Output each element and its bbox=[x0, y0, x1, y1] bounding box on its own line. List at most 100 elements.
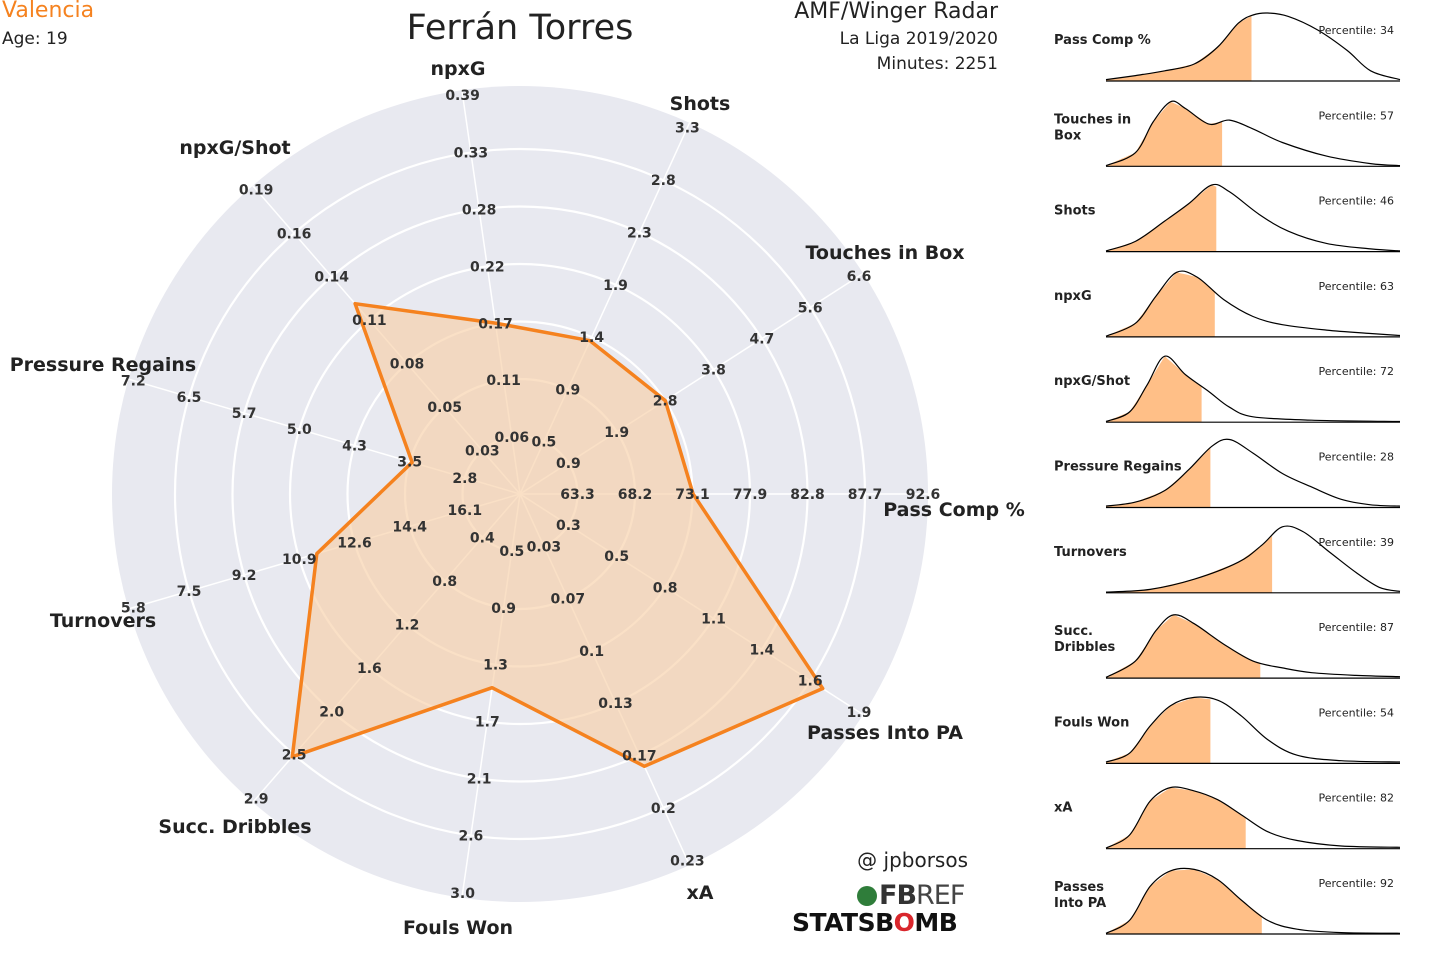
axis-label: Turnovers bbox=[50, 610, 156, 632]
percentile-label: Percentile: 46 bbox=[1319, 195, 1394, 208]
metric-label-line: Dribbles bbox=[1054, 640, 1116, 655]
percentile-label: Percentile: 87 bbox=[1319, 621, 1394, 634]
fbref-logo: FBREF bbox=[857, 880, 965, 911]
player-value-polygon bbox=[290, 301, 825, 769]
tick-label: 1.9 bbox=[603, 278, 628, 294]
percentile-label: Percentile: 54 bbox=[1319, 706, 1394, 719]
tick-label: 0.08 bbox=[390, 357, 425, 373]
tick-label: 14.4 bbox=[392, 519, 427, 535]
tick-label: 0.11 bbox=[486, 373, 521, 389]
tick-label: 0.9 bbox=[555, 382, 580, 398]
tick-label: 1.9 bbox=[847, 705, 872, 721]
percentile-label: Percentile: 82 bbox=[1319, 792, 1394, 805]
density-curve bbox=[1105, 614, 1401, 678]
tick-label: 0.13 bbox=[598, 696, 633, 712]
tick-label: 77.9 bbox=[733, 487, 768, 503]
tick-label: 0.5 bbox=[604, 549, 629, 565]
tick-label: 0.4 bbox=[470, 531, 495, 547]
radar-chart: 63.3 68.2 73.1 77.9 82.8 87.7 92.6 0.9 1.9 2.8 3.8… bbox=[10, 58, 1025, 939]
metric-label: npxG/Shot bbox=[1054, 374, 1130, 389]
kde-panel: Succ. Dribbles Percentile: 87 bbox=[1054, 614, 1401, 679]
tick-label: 0.22 bbox=[470, 259, 505, 275]
tick-label: 0.03 bbox=[465, 444, 500, 460]
axis-label: Shots bbox=[670, 93, 731, 115]
fbref-globe-icon bbox=[857, 886, 877, 906]
percentile-fill-area bbox=[1106, 787, 1246, 849]
tick-label: 0.28 bbox=[462, 202, 497, 218]
tick-label: 0.39 bbox=[445, 88, 480, 104]
tick-label: 0.16 bbox=[277, 226, 312, 242]
tick-label: 2.8 bbox=[651, 173, 676, 189]
percentile-fill-area bbox=[1106, 536, 1273, 593]
kde-panel: npxG/Shot Percentile: 72 bbox=[1054, 355, 1401, 423]
density-curve bbox=[1105, 696, 1401, 763]
tick-label: 2.9 bbox=[244, 792, 269, 808]
axis-label: Touches in Box bbox=[805, 242, 964, 264]
tick-label: 4.3 bbox=[342, 438, 367, 454]
percentile-fill-area bbox=[1106, 15, 1252, 81]
density-curve bbox=[1105, 355, 1401, 423]
metric-label-line: Pressure Regains bbox=[1054, 460, 1182, 475]
tick-label: 92.6 bbox=[906, 487, 941, 503]
metric-label-line: npxG bbox=[1054, 289, 1092, 304]
density-curve bbox=[1105, 525, 1401, 593]
metric-label-line: Fouls Won bbox=[1054, 715, 1129, 730]
axis-label: npxG bbox=[431, 58, 486, 80]
tick-label: 1.3 bbox=[483, 658, 508, 674]
metric-label-line: Touches in bbox=[1054, 112, 1131, 127]
tick-label: 7.5 bbox=[177, 584, 202, 600]
tick-label: 68.2 bbox=[618, 487, 653, 503]
metric-label: Touches in Box bbox=[1054, 112, 1131, 143]
tick-label: 5.0 bbox=[287, 422, 312, 438]
tick-label: 3.5 bbox=[397, 455, 422, 471]
tick-label: 5.7 bbox=[232, 406, 257, 422]
tick-label: 0.5 bbox=[531, 435, 556, 451]
tick-label: 2.1 bbox=[467, 772, 492, 788]
percentile-fill-area bbox=[1106, 697, 1211, 764]
tick-label: 2.6 bbox=[458, 829, 483, 845]
percentile-label: Percentile: 63 bbox=[1319, 280, 1394, 293]
axis-label: Passes Into PA bbox=[807, 722, 963, 744]
density-curve bbox=[1105, 12, 1401, 81]
tick-label: 3.3 bbox=[675, 120, 700, 136]
tick-label: 1.1 bbox=[701, 611, 726, 627]
metric-label-line: Box bbox=[1054, 128, 1082, 143]
metric-label-line: Pass Comp % bbox=[1054, 33, 1151, 48]
density-curve bbox=[1105, 183, 1401, 252]
tick-label: 1.4 bbox=[579, 330, 604, 346]
metric-label: Pressure Regains bbox=[1054, 460, 1182, 475]
tick-label: 0.23 bbox=[670, 854, 705, 870]
axis-label: xA bbox=[687, 882, 714, 904]
tick-label: 0.3 bbox=[556, 518, 581, 534]
player-age: Age: 19 bbox=[2, 29, 68, 49]
tick-label: 0.8 bbox=[653, 580, 678, 596]
tick-label: 16.1 bbox=[448, 503, 483, 519]
tick-label: 4.7 bbox=[749, 332, 774, 348]
tick-label: 87.7 bbox=[848, 487, 883, 503]
metric-label: Succ. Dribbles bbox=[1054, 624, 1116, 655]
tick-label: 1.6 bbox=[798, 674, 823, 690]
density-curve bbox=[1105, 786, 1401, 849]
tick-label: 0.05 bbox=[427, 400, 462, 416]
tick-label: 5.6 bbox=[798, 301, 823, 317]
axis-label: Pressure Regains bbox=[10, 354, 196, 376]
tick-label: 0.9 bbox=[556, 456, 581, 472]
tick-label: 1.7 bbox=[475, 715, 500, 731]
percentile-label: Percentile: 28 bbox=[1319, 451, 1394, 464]
kde-panel: xA Percentile: 82 bbox=[1054, 786, 1401, 850]
tick-label: 0.19 bbox=[239, 182, 274, 198]
tick-label: 1.2 bbox=[395, 617, 420, 633]
tick-label: 7.2 bbox=[121, 374, 146, 390]
club-name: Valencia bbox=[2, 0, 95, 23]
kde-panel: Turnovers Percentile: 39 bbox=[1054, 525, 1401, 594]
percentile-fill-area bbox=[1106, 615, 1261, 679]
metric-label-line: xA bbox=[1054, 801, 1072, 816]
tick-label: 0.5 bbox=[499, 544, 524, 560]
axis-label: npxG/Shot bbox=[179, 137, 290, 159]
density-curve bbox=[1105, 270, 1401, 337]
tick-label: 0.07 bbox=[551, 592, 586, 608]
axis-label: Fouls Won bbox=[403, 917, 513, 939]
metric-label-line: Into PA bbox=[1054, 896, 1106, 911]
tick-label: 1.6 bbox=[357, 661, 382, 677]
kde-panel: Fouls Won Percentile: 54 bbox=[1054, 696, 1401, 765]
